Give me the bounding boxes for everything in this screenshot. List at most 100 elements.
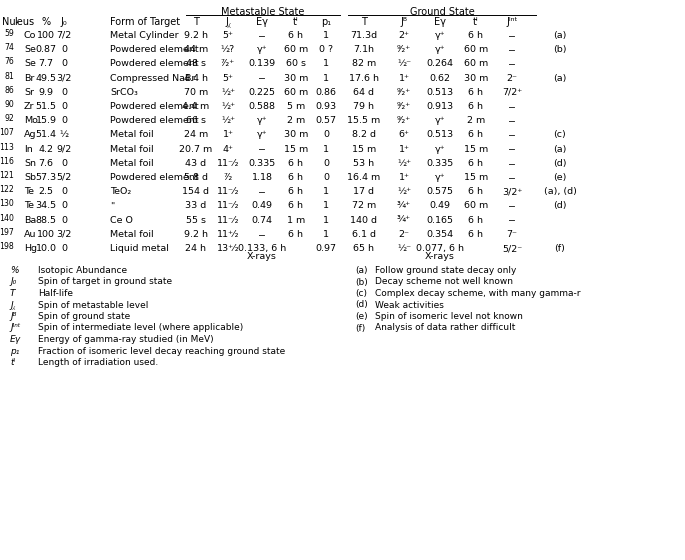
Text: −: − xyxy=(508,102,516,111)
Text: 5/2⁻: 5/2⁻ xyxy=(502,244,522,253)
Text: 7.6: 7.6 xyxy=(38,159,53,168)
Text: 6⁺: 6⁺ xyxy=(399,130,410,139)
Text: 0.264: 0.264 xyxy=(427,59,453,68)
Text: 0: 0 xyxy=(61,45,67,54)
Text: 6 h: 6 h xyxy=(469,230,484,239)
Text: 5⁺: 5⁺ xyxy=(223,31,234,40)
Text: 1: 1 xyxy=(323,202,329,211)
Text: J₀: J₀ xyxy=(10,278,16,287)
Text: 70 m: 70 m xyxy=(184,88,208,97)
Text: γ⁺: γ⁺ xyxy=(257,116,267,125)
Text: 51.5: 51.5 xyxy=(36,102,56,111)
Text: 0: 0 xyxy=(323,130,329,139)
Text: T: T xyxy=(193,17,199,27)
Text: −: − xyxy=(508,45,516,54)
Text: 7.1h: 7.1h xyxy=(353,45,375,54)
Text: γ⁺: γ⁺ xyxy=(435,144,445,153)
Text: 0: 0 xyxy=(323,173,329,182)
Text: 198: 198 xyxy=(0,242,14,251)
Text: 5⁺: 5⁺ xyxy=(223,73,234,83)
Text: 1: 1 xyxy=(323,216,329,225)
Text: 0: 0 xyxy=(61,244,67,253)
Text: 30 m: 30 m xyxy=(284,130,308,139)
Text: 0: 0 xyxy=(61,202,67,211)
Text: Analysis of data rather difficult: Analysis of data rather difficult xyxy=(375,324,515,333)
Text: Sb: Sb xyxy=(24,173,36,182)
Text: ½⁺: ½⁺ xyxy=(221,102,235,111)
Text: 60 m: 60 m xyxy=(464,59,488,68)
Text: 43 d: 43 d xyxy=(186,159,207,168)
Text: ½⁺: ½⁺ xyxy=(221,88,235,97)
Text: 0.588: 0.588 xyxy=(249,102,275,111)
Text: 107: 107 xyxy=(0,128,14,137)
Text: 2 m: 2 m xyxy=(287,116,305,125)
Text: 15 m: 15 m xyxy=(284,144,308,153)
Text: 11⁻⁄₂: 11⁻⁄₂ xyxy=(216,216,239,225)
Text: Te: Te xyxy=(24,202,34,211)
Text: ½⁻: ½⁻ xyxy=(397,59,411,68)
Text: 0: 0 xyxy=(61,88,67,97)
Text: Spin of intermediate level (where applicable): Spin of intermediate level (where applic… xyxy=(38,324,243,333)
Text: 122: 122 xyxy=(0,185,14,194)
Text: Br: Br xyxy=(24,73,34,83)
Text: Co: Co xyxy=(24,31,36,40)
Text: 0.49: 0.49 xyxy=(251,202,273,211)
Text: −: − xyxy=(258,31,266,40)
Text: Eγ: Eγ xyxy=(434,17,446,27)
Text: Zr: Zr xyxy=(24,102,34,111)
Text: Metal foil: Metal foil xyxy=(110,159,153,168)
Text: Sn: Sn xyxy=(24,159,36,168)
Text: 0: 0 xyxy=(61,116,67,125)
Text: (d): (d) xyxy=(553,202,566,211)
Text: Jᴮ: Jᴮ xyxy=(10,312,16,321)
Text: 15 m: 15 m xyxy=(352,144,376,153)
Text: ⁹⁄₂⁺: ⁹⁄₂⁺ xyxy=(397,116,411,125)
Text: 17.6 h: 17.6 h xyxy=(349,73,379,83)
Text: ⁷⁄₂: ⁷⁄₂ xyxy=(223,173,233,182)
Text: γ⁺: γ⁺ xyxy=(435,45,445,54)
Text: (a), (d): (a), (d) xyxy=(544,187,577,196)
Text: ⁹⁄₂⁺: ⁹⁄₂⁺ xyxy=(397,102,411,111)
Text: Ba: Ba xyxy=(24,216,36,225)
Text: 2⁻: 2⁻ xyxy=(399,230,410,239)
Text: (a): (a) xyxy=(553,144,566,153)
Text: ": " xyxy=(110,202,114,211)
Text: 2⁻: 2⁻ xyxy=(506,73,517,83)
Text: Ground State: Ground State xyxy=(410,7,475,17)
Text: %: % xyxy=(10,266,18,275)
Text: 0: 0 xyxy=(61,59,67,68)
Text: Metal Cylinder: Metal Cylinder xyxy=(110,31,179,40)
Text: 90: 90 xyxy=(4,100,14,109)
Text: (c): (c) xyxy=(553,130,566,139)
Text: Metal foil: Metal foil xyxy=(110,144,153,153)
Text: 60 m: 60 m xyxy=(464,45,488,54)
Text: Eγ: Eγ xyxy=(10,335,21,344)
Text: 0.575: 0.575 xyxy=(427,187,453,196)
Text: 71.3d: 71.3d xyxy=(351,31,377,40)
Text: ¾⁺: ¾⁺ xyxy=(397,216,411,225)
Text: 57.3: 57.3 xyxy=(36,173,57,182)
Text: −: − xyxy=(508,202,516,211)
Text: 0.354: 0.354 xyxy=(427,230,453,239)
Text: Form of Target: Form of Target xyxy=(110,17,180,27)
Text: 11⁻⁄₂: 11⁻⁄₂ xyxy=(216,202,239,211)
Text: p₁: p₁ xyxy=(321,17,331,27)
Text: 2⁺: 2⁺ xyxy=(399,31,410,40)
Text: 15 m: 15 m xyxy=(464,144,488,153)
Text: 0.335: 0.335 xyxy=(249,159,275,168)
Text: 100: 100 xyxy=(37,230,55,239)
Text: In: In xyxy=(24,144,33,153)
Text: 55 s: 55 s xyxy=(186,216,206,225)
Text: leus: leus xyxy=(14,17,34,27)
Text: 53 h: 53 h xyxy=(353,159,375,168)
Text: X-rays: X-rays xyxy=(425,252,455,261)
Text: 60 s: 60 s xyxy=(286,59,306,68)
Text: 1: 1 xyxy=(323,59,329,68)
Text: 5.8 d: 5.8 d xyxy=(184,173,208,182)
Text: Metal foil: Metal foil xyxy=(110,130,153,139)
Text: (a): (a) xyxy=(553,31,566,40)
Text: 0.077, 6 h: 0.077, 6 h xyxy=(416,244,464,253)
Text: γ⁺: γ⁺ xyxy=(257,45,267,54)
Text: 113: 113 xyxy=(0,143,14,152)
Text: 0: 0 xyxy=(61,102,67,111)
